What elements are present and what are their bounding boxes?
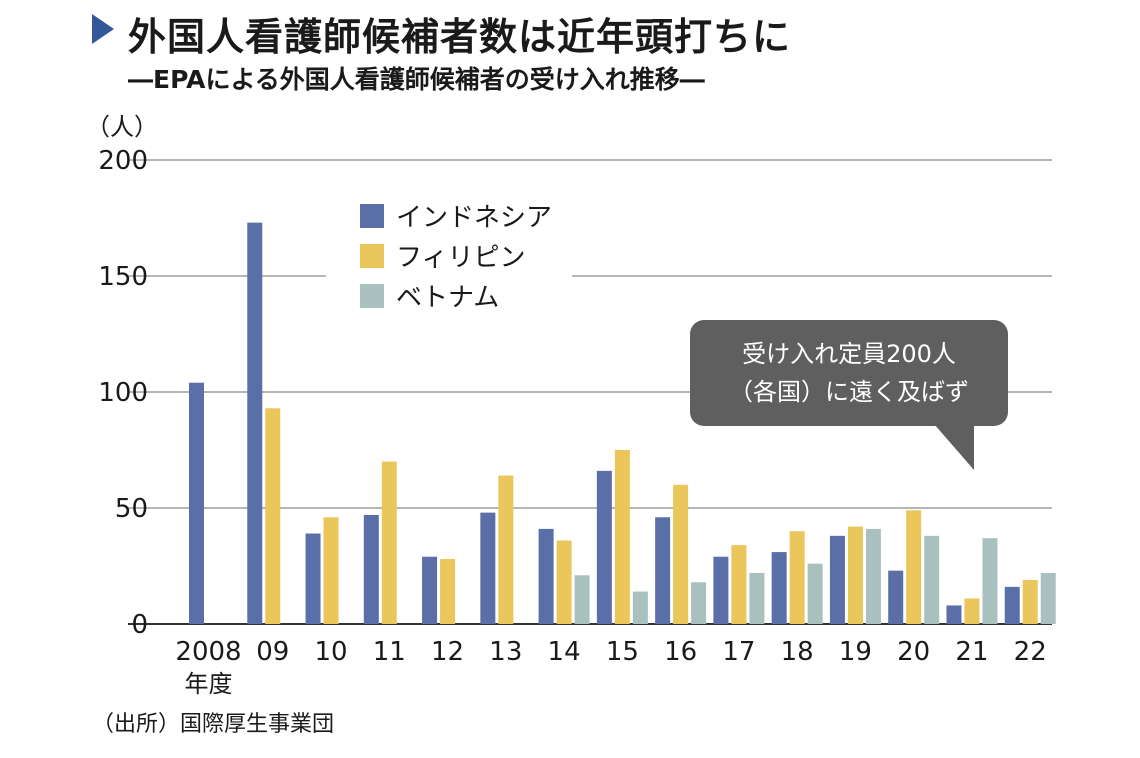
legend-label: インドネシア [396,203,552,233]
callout-text-line2: （各国）に遠く及ばず [729,378,969,406]
bar-philippines [614,450,630,624]
bar-indonesia [189,382,204,624]
x-tick-label: 19 [839,637,872,667]
callout-box [690,320,1008,426]
bar-philippines [964,598,980,624]
bar-vietnam [1040,572,1056,624]
x-tick-label: 2008 [175,637,241,667]
bar-vietnam [574,575,590,624]
bar-philippines [906,510,922,624]
x-tick-label: 12 [431,637,464,667]
legend-label: ベトナム [396,283,499,313]
bar-philippines [1022,579,1038,624]
bar-vietnam [691,582,707,624]
x-tick-label: 13 [489,637,522,667]
x-tick-label: 17 [722,637,755,667]
bar-philippines [673,484,689,624]
legend-label: フィリピン [396,243,525,273]
bar-philippines [381,461,397,624]
bar-vietnam [865,528,881,624]
bar-philippines [323,517,339,624]
bar-vietnam [632,591,648,624]
y-tick-label: 200 [98,146,148,176]
bar-indonesia [655,517,671,624]
x-tick-label: 18 [781,637,814,667]
y-axis-label: （人） [86,113,158,141]
x-tick-label: 22 [1014,637,1047,667]
bar-indonesia [829,535,845,624]
annotation-callout: 受け入れ定員200人 （各国）に遠く及ばず [690,320,1008,470]
y-tick-label: 50 [115,494,148,524]
bar-indonesia [305,533,321,624]
bar-indonesia [888,570,904,624]
bar-indonesia [946,605,962,624]
bar-philippines [265,408,281,624]
legend-swatch [360,204,384,228]
bar-indonesia [247,222,263,624]
title-marker-icon [92,14,114,44]
bar-indonesia [538,528,554,624]
bar-indonesia [713,556,729,624]
y-tick-label: 100 [98,378,148,408]
bar-vietnam [982,538,998,624]
chart-title: 外国人看護師候補者数は近年頭打ちに [128,15,792,59]
callout-text-line1: 受け入れ定員200人 [742,340,956,368]
bar-philippines [556,540,572,624]
bar-vietnam [749,572,765,624]
bar-indonesia [1004,586,1020,624]
chart-header: 外国人看護師候補者数は近年頭打ちに ―EPAによる外国人看護師候補者の受け入れ推… [0,0,1140,110]
bar-philippines [847,526,863,624]
bar-indonesia [771,552,787,624]
legend-swatch [360,284,384,308]
x-tick-label: 09 [256,637,289,667]
x-tick-label: 11 [373,637,406,667]
x-tick-label: 21 [955,637,988,667]
bar-indonesia [480,512,496,624]
x-tick-label: 16 [664,637,697,667]
bar-vietnam [807,563,823,624]
y-tick-label: 150 [98,262,148,292]
legend-swatch [360,244,384,268]
bar-indonesia [363,514,379,624]
bar-philippines [440,559,456,624]
chart-subtitle: ―EPAによる外国人看護師候補者の受け入れ推移― [128,65,705,94]
bar-philippines [731,545,747,624]
bar-vietnam [924,535,940,624]
bar-indonesia [422,556,438,624]
bar-indonesia [596,470,612,624]
bar-philippines [789,531,805,624]
bar-philippines [498,475,514,624]
x-tick-label: 10 [314,637,347,667]
x-tick-label: 14 [548,637,581,667]
callout-pointer [934,424,974,470]
x-tick-label: 15 [606,637,639,667]
y-tick-label: 0 [131,610,148,640]
x-axis-label: 年度 [185,670,233,698]
source-note: （出所）国際厚生事業団 [92,712,335,737]
x-tick-label: 20 [897,637,930,667]
